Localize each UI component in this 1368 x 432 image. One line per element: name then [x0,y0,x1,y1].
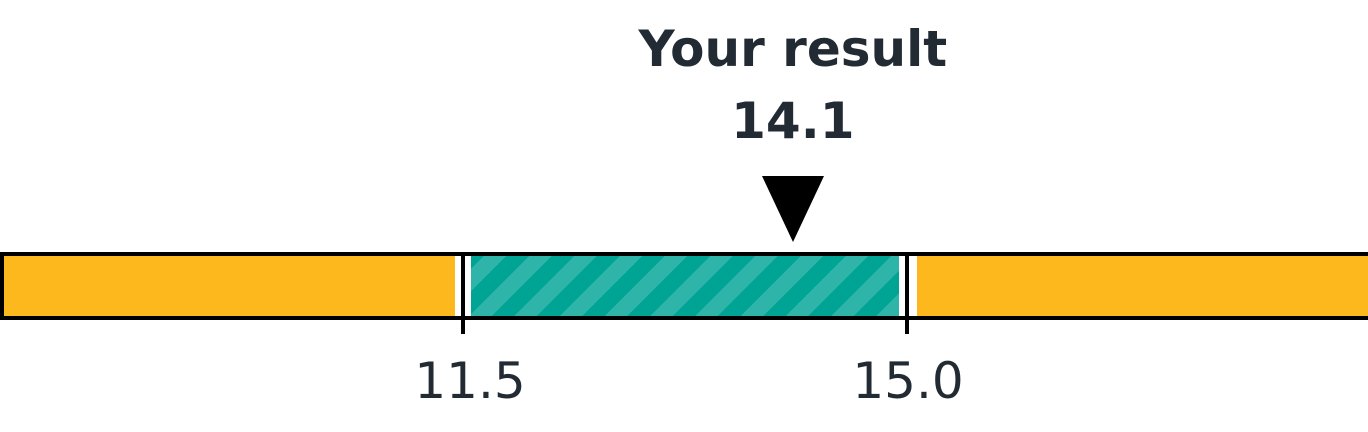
normal-range-segment [471,256,899,316]
high-boundary-label: 15.0 [852,352,964,410]
high-boundary-tick [905,316,909,334]
low-boundary-tick [461,316,465,334]
result-title: Your result [638,20,948,78]
result-marker-icon [761,176,824,242]
low-boundary-label: 11.5 [414,352,526,410]
result-value: 14.1 [731,92,855,150]
range-bar [0,252,1368,320]
high-boundary-divider [905,256,909,316]
above-range-segment [917,256,1368,316]
low-boundary-divider [461,256,465,316]
below-range-segment [4,256,455,316]
